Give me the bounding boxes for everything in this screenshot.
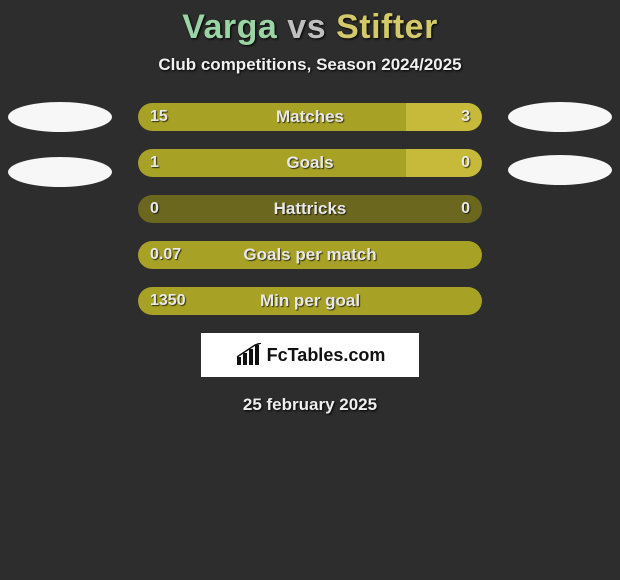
stat-row: 00Hattricks — [0, 195, 620, 225]
stat-row: 10Goals — [0, 149, 620, 179]
comparison-chart: 153Matches 10Goals 00Hattricks 0.07Goals pe… — [0, 103, 620, 317]
stat-label: Goals per match — [138, 241, 482, 269]
player1-marker — [8, 102, 112, 132]
player1-marker — [8, 157, 112, 187]
player2-name: Stifter — [336, 8, 438, 46]
stat-label: Hattricks — [138, 195, 482, 223]
stat-label: Min per goal — [138, 287, 482, 315]
stat-row: 153Matches — [0, 103, 620, 133]
stat-label: Goals — [138, 149, 482, 177]
player2-marker — [508, 102, 612, 132]
comparison-title: Varga vs Stifter — [0, 0, 620, 47]
player2-marker — [508, 155, 612, 185]
player1-name: Varga — [182, 8, 277, 46]
brand-text: FcTables.com — [267, 345, 386, 366]
stat-row: 1350Min per goal — [0, 287, 620, 317]
subtitle: Club competitions, Season 2024/2025 — [0, 55, 620, 75]
stat-label: Matches — [138, 103, 482, 131]
stat-row: 0.07Goals per match — [0, 241, 620, 271]
brand-badge: FcTables.com — [201, 333, 419, 377]
bar-chart-icon — [235, 343, 263, 367]
vs-text: vs — [287, 8, 326, 46]
date-label: 25 february 2025 — [0, 395, 620, 415]
